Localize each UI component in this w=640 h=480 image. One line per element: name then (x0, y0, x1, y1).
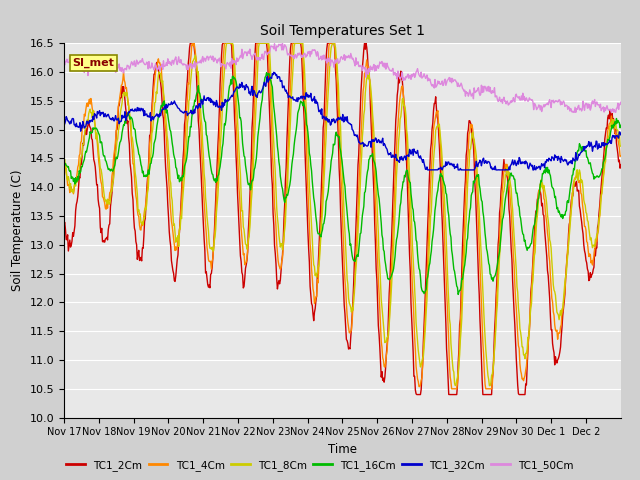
TC1_4Cm (617, 153, 625, 159)
Line: TC1_50Cm: TC1_50Cm (64, 43, 621, 112)
TC1_4Cm (432, 113, 440, 119)
TC1_8Cm (125, 108, 133, 114)
Text: SI_met: SI_met (72, 58, 114, 69)
Line: TC1_32Cm: TC1_32Cm (64, 72, 621, 170)
TC1_50Cm (276, 42, 284, 48)
TC1_50Cm (570, 109, 577, 115)
TC1_2Cm (186, 40, 194, 46)
TC1_16Cm (60, 158, 68, 164)
TC1_32Cm (433, 167, 440, 173)
TC1_2Cm (617, 162, 625, 168)
TC1_50Cm (432, 84, 440, 90)
Y-axis label: Soil Temperature (C): Soil Temperature (C) (11, 169, 24, 291)
TC1_8Cm (60, 158, 68, 164)
TC1_2Cm (433, 106, 440, 111)
TC1_16Cm (277, 179, 285, 184)
TC1_32Cm (277, 78, 285, 84)
TC1_16Cm (228, 81, 236, 87)
TC1_2Cm (60, 222, 68, 228)
TC1_16Cm (125, 113, 133, 119)
TC1_32Cm (401, 153, 408, 159)
TC1_50Cm (617, 99, 625, 105)
TC1_2Cm (228, 62, 236, 68)
TC1_2Cm (125, 141, 133, 147)
TC1_32Cm (617, 132, 625, 138)
TC1_8Cm (277, 240, 285, 246)
TC1_8Cm (223, 40, 230, 46)
TC1_50Cm (125, 66, 133, 72)
Line: TC1_16Cm: TC1_16Cm (64, 72, 621, 294)
TC1_8Cm (617, 144, 625, 149)
X-axis label: Time: Time (328, 443, 357, 456)
TC1_32Cm (424, 167, 431, 173)
TC1_2Cm (413, 392, 420, 397)
TC1_4Cm (60, 165, 68, 170)
TC1_8Cm (486, 383, 493, 389)
TC1_16Cm (401, 172, 408, 178)
TC1_2Cm (256, 40, 264, 46)
TC1_50Cm (255, 55, 263, 60)
TC1_4Cm (256, 40, 264, 46)
TC1_4Cm (401, 103, 408, 108)
Line: TC1_2Cm: TC1_2Cm (64, 43, 621, 395)
TC1_8Cm (432, 128, 440, 133)
TC1_4Cm (277, 264, 285, 270)
TC1_4Cm (228, 43, 236, 48)
TC1_2Cm (401, 112, 408, 118)
TC1_4Cm (189, 40, 196, 46)
TC1_32Cm (60, 122, 68, 128)
TC1_16Cm (255, 122, 263, 128)
TC1_4Cm (125, 115, 133, 120)
TC1_50Cm (228, 56, 236, 61)
TC1_32Cm (125, 110, 133, 116)
TC1_32Cm (255, 88, 263, 94)
TC1_16Cm (262, 70, 270, 75)
TC1_16Cm (617, 122, 625, 128)
TC1_50Cm (401, 77, 408, 83)
TC1_50Cm (278, 40, 286, 46)
Legend: TC1_2Cm, TC1_4Cm, TC1_8Cm, TC1_16Cm, TC1_32Cm, TC1_50Cm: TC1_2Cm, TC1_4Cm, TC1_8Cm, TC1_16Cm, TC1… (62, 456, 578, 475)
Title: Soil Temperatures Set 1: Soil Temperatures Set 1 (260, 24, 425, 38)
TC1_4Cm (448, 386, 456, 392)
TC1_50Cm (60, 60, 68, 66)
TC1_16Cm (454, 291, 462, 297)
TC1_8Cm (228, 40, 236, 46)
TC1_2Cm (277, 268, 285, 274)
Line: TC1_8Cm: TC1_8Cm (64, 43, 621, 386)
TC1_8Cm (256, 40, 264, 46)
TC1_32Cm (228, 92, 236, 98)
Line: TC1_4Cm: TC1_4Cm (64, 43, 621, 389)
TC1_32Cm (270, 70, 278, 75)
TC1_16Cm (432, 202, 440, 208)
TC1_8Cm (401, 103, 408, 108)
